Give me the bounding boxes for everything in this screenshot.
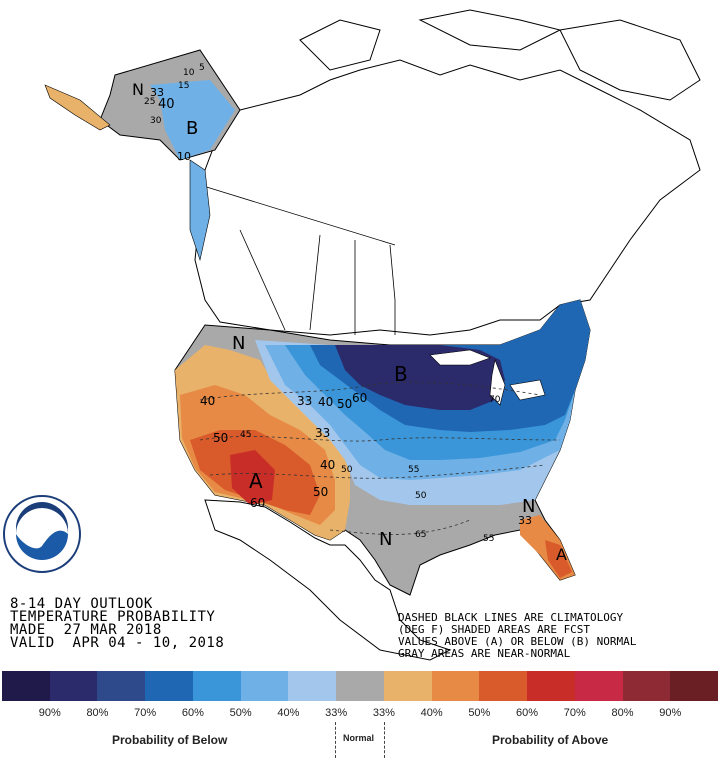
contour-label: 40	[318, 395, 333, 409]
legend-swatch	[145, 671, 193, 701]
contour-label: 60	[352, 391, 367, 405]
canada-landmass	[194, 9, 701, 336]
contour-label: 50	[337, 397, 352, 411]
contour-labels: 40 50 45 33 40 50 60 33 40 50 60 50 55 5…	[144, 63, 532, 544]
legend-swatch	[574, 671, 623, 701]
legend-label: 40%	[277, 707, 300, 719]
florida-a-label: A	[556, 545, 567, 564]
note-line-1: DASHED BLACK LINES ARE CLIMATOLOGY	[398, 611, 624, 624]
above-category-label: Probability of Above	[492, 733, 609, 747]
contour-label: 65	[415, 530, 426, 540]
legend-label: 70%	[134, 707, 157, 719]
contour-label: 10	[177, 150, 191, 163]
legend-label: 50%	[229, 707, 252, 719]
southeast-n-label: N	[522, 496, 535, 517]
outlook-title: 8-14 DAY OUTLOOK TEMPERATURE PROBABILITY M…	[10, 596, 225, 651]
contour-label: 40	[158, 97, 175, 112]
southwest-a-label: A	[249, 469, 263, 493]
legend-swatch	[192, 671, 241, 701]
legend-swatch	[383, 671, 432, 701]
central-b-label: B	[394, 362, 408, 386]
contour-label: 5	[199, 63, 205, 73]
legend-label: 90%	[659, 707, 682, 719]
legend-label: 60%	[181, 707, 204, 719]
contour-label: 50	[415, 491, 427, 501]
title-line-2: TEMPERATURE PROBABILITY	[10, 609, 216, 625]
contour-label: 50	[213, 431, 228, 445]
legend-label: 80%	[611, 707, 634, 719]
contour-label: 60	[250, 496, 265, 510]
legend-label: 60%	[516, 707, 539, 719]
contour-label: 33	[315, 426, 330, 440]
note-line-3: VALUES ABOVE (A) OR BELOW (B) NORMAL	[398, 635, 637, 648]
contour-label: 50	[341, 465, 353, 475]
contour-label: 40	[320, 458, 335, 472]
contour-label: 45	[240, 430, 251, 440]
west-n-label: N	[232, 333, 245, 354]
contour-label: 10	[183, 68, 195, 78]
normal-separator-left	[335, 722, 336, 758]
legend-notes: DASHED BLACK LINES ARE CLIMATOLOGY (DEG F…	[398, 612, 636, 660]
legend-label: 33%	[372, 707, 395, 719]
contour-label: 30	[150, 116, 162, 126]
legend-label: 90%	[38, 707, 61, 719]
legend-swatch	[97, 671, 146, 701]
note-line-2: (DEG F) SHADED AREAS ARE FCST	[398, 623, 591, 636]
south-n-label: N	[379, 529, 392, 550]
probability-scale-labels: 90% 80% 70% 60% 50% 40% 33% 33% 40% 50% 60% 70% 80% 9…	[2, 707, 694, 719]
legend-label: 70%	[563, 707, 586, 719]
contour-label: 55	[483, 534, 494, 544]
note-line-4: GRAY AREAS ARE NEAR-NORMAL	[398, 647, 571, 660]
legend-swatch	[288, 671, 337, 701]
climatology-contours	[199, 381, 561, 535]
province-lines	[199, 184, 396, 335]
contour-label: 33	[518, 514, 532, 527]
legend-label: 80%	[86, 707, 109, 719]
below-category-label: Probability of Below	[112, 733, 228, 747]
legend-label: 33%	[325, 707, 348, 719]
alaska-n-label: N	[132, 80, 144, 99]
alaska-region	[44, 49, 241, 262]
legend-label: 40%	[420, 707, 443, 719]
contour-label: 33	[150, 86, 164, 99]
contour-label: 50	[313, 485, 328, 499]
valid-range: VALID APR 04 - 10, 2018	[10, 635, 225, 651]
alaska-b-label: B	[186, 118, 198, 139]
legend-swatch	[622, 671, 671, 701]
legend-swatch	[240, 671, 289, 701]
legend-swatch	[670, 671, 719, 701]
contour-label: 33	[297, 394, 312, 408]
legend-swatch	[49, 671, 98, 701]
normal-separator-right	[384, 722, 385, 758]
normal-category-label: Normal	[343, 733, 375, 743]
legend-swatch	[336, 671, 384, 701]
contour-label: 15	[178, 81, 189, 91]
contour-label: 55	[408, 465, 419, 475]
legend-swatch	[2, 671, 50, 701]
legend-swatch	[527, 671, 575, 701]
legend-swatch	[479, 671, 528, 701]
category-labels: N B N B A N N A	[132, 80, 567, 564]
contour-label: 40	[200, 394, 215, 408]
noaa-logo-text: NOAA	[24, 518, 60, 531]
outlook-map: 40 50 45 33 40 50 60 33 40 50 60 50 55 5…	[44, 9, 701, 661]
probability-color-scale	[2, 671, 719, 701]
legend-swatch	[431, 671, 480, 701]
contour-label: 70	[489, 395, 501, 405]
made-date: MADE 27 MAR 2018	[10, 622, 162, 638]
title-line-1: 8-14 DAY OUTLOOK	[10, 596, 153, 612]
contour-label: 25	[144, 97, 155, 107]
legend-label: 50%	[468, 707, 491, 719]
noaa-logo: NOAA	[3, 495, 81, 573]
conus-region	[174, 299, 591, 661]
